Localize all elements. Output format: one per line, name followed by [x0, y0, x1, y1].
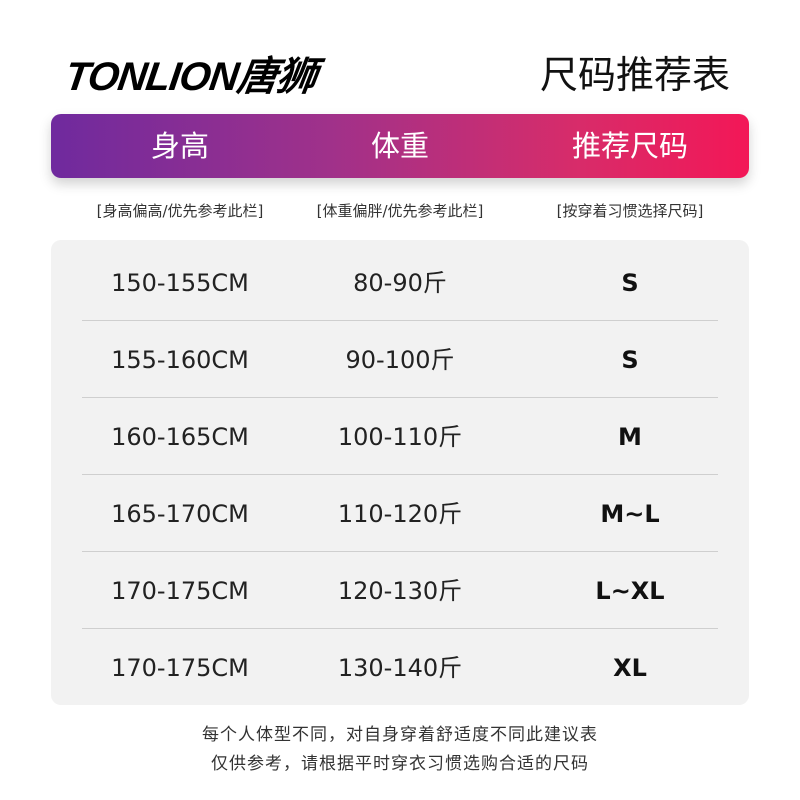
row-divider	[82, 628, 718, 629]
size-table: 150-155CM 80-90斤 S 155-160CM 90-100斤 S 160-165…	[51, 240, 749, 705]
table-row: 150-155CM 80-90斤 S	[51, 245, 749, 322]
cell-weight: 110-120斤	[337, 500, 463, 528]
table-row: 165-170CM 110-120斤 M~L	[51, 476, 749, 553]
row-divider	[82, 320, 718, 321]
table-row: 155-160CM 90-100斤 S	[51, 322, 749, 399]
cell-height: 155-160CM	[111, 346, 249, 374]
cell-weight: 100-110斤	[337, 423, 463, 451]
row-divider	[82, 474, 718, 475]
header-height: 身高	[150, 129, 210, 163]
header-size: 推荐尺码	[571, 129, 689, 163]
table-row: 160-165CM 100-110斤 M	[51, 399, 749, 476]
subheader-weight: [体重偏胖/优先参考此栏]	[316, 202, 484, 220]
cell-height: 150-155CM	[111, 269, 249, 297]
table-row: 170-175CM 130-140斤 XL	[51, 630, 749, 707]
cell-size: S	[621, 346, 639, 374]
cell-weight: 120-130斤	[337, 577, 463, 605]
cell-size: L~XL	[595, 577, 665, 605]
cell-height: 170-175CM	[111, 654, 249, 682]
cell-size: XL	[613, 654, 647, 682]
cell-size: M~L	[600, 500, 660, 528]
subheader-height: [身高偏高/优先参考此栏]	[96, 202, 264, 220]
header-weight: 体重	[370, 129, 430, 163]
cell-weight: 90-100斤	[345, 346, 455, 374]
footer-note-2: 仅供参考，请根据平时穿衣习惯选购合适的尺码	[211, 754, 589, 774]
table-row: 170-175CM 120-130斤 L~XL	[51, 553, 749, 630]
table-header-bar: 身高 体重 推荐尺码	[51, 114, 749, 178]
row-divider	[82, 397, 718, 398]
cell-height: 165-170CM	[111, 500, 249, 528]
cell-weight: 80-90斤	[353, 269, 447, 297]
subheader-size: [按穿着习惯选择尺码]	[556, 202, 704, 220]
cell-size: S	[621, 269, 639, 297]
row-divider	[82, 551, 718, 552]
cell-weight: 130-140斤	[337, 654, 463, 682]
footer-note-1: 每个人体型不同，对自身穿着舒适度不同此建议表	[202, 725, 598, 745]
cell-height: 170-175CM	[111, 577, 249, 605]
cell-size: M	[618, 423, 642, 451]
brand-logo: TONLION唐狮	[62, 55, 319, 99]
cell-height: 160-165CM	[111, 423, 249, 451]
page-title: 尺码推荐表	[539, 53, 730, 97]
